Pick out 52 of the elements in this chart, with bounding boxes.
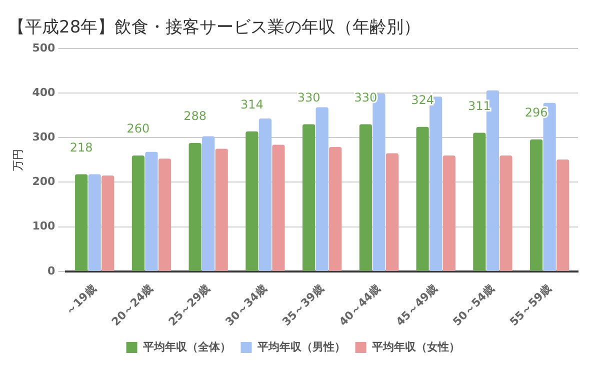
bar [442, 155, 456, 271]
bar [202, 136, 215, 271]
bar [316, 107, 328, 271]
data-label: 311 [468, 98, 491, 113]
bar [556, 159, 570, 271]
x-tick-label: 40～44歳 [336, 282, 384, 328]
bar [88, 174, 101, 271]
bar [500, 155, 512, 271]
data-label: 288 [184, 109, 207, 124]
bar [302, 124, 316, 271]
data-label: 324 [411, 93, 434, 108]
y-tick-label: 300 [32, 130, 56, 144]
legend-label: 平均年収（女性） [370, 340, 460, 354]
y-axis-title: 万円 [11, 148, 24, 171]
x-tick-label: 50～54歳 [450, 282, 497, 328]
x-tick-label: 20～24歳 [109, 282, 156, 328]
legend-label: 平均年収（男性） [256, 340, 346, 354]
bar [75, 174, 88, 271]
bar [272, 144, 285, 271]
legend-label: 平均年収（全体） [142, 340, 231, 354]
x-tick-label: 45～49歳 [394, 282, 440, 328]
bar [246, 131, 258, 271]
y-tick-label: 400 [32, 86, 56, 99]
y-tick-label: 200 [32, 175, 56, 188]
data-label: 330 [297, 90, 320, 104]
chart-title: 【平成28年】飲食・接客サービス業の年収（年齢別） [8, 18, 421, 38]
x-tick-label: 55～59歳 [507, 282, 554, 328]
bar [258, 118, 272, 271]
bar [530, 139, 543, 271]
y-tick-label: 100 [32, 220, 56, 233]
bar [473, 132, 486, 271]
x-tick-label: 25～29歳 [166, 282, 212, 328]
data-label: 296 [524, 106, 548, 120]
bar [359, 124, 372, 271]
bar [102, 176, 114, 271]
y-tick-label: 500 [32, 41, 56, 54]
bar [188, 142, 202, 271]
bar [416, 126, 429, 271]
data-label: 260 [126, 122, 150, 136]
bar [386, 153, 399, 271]
data-label: 314 [240, 98, 264, 112]
y-tick-label: 0 [48, 264, 56, 278]
x-tick-label: 30～34歳 [222, 282, 270, 328]
bar [329, 146, 342, 271]
x-tick-label: 35～39歳 [280, 282, 326, 328]
data-label: 218 [70, 140, 93, 154]
x-tick-label: ～19歳 [63, 282, 99, 318]
bar [132, 155, 144, 271]
bar [158, 158, 172, 271]
data-label: 330 [354, 90, 378, 104]
bar [215, 148, 228, 271]
bar [145, 152, 158, 271]
